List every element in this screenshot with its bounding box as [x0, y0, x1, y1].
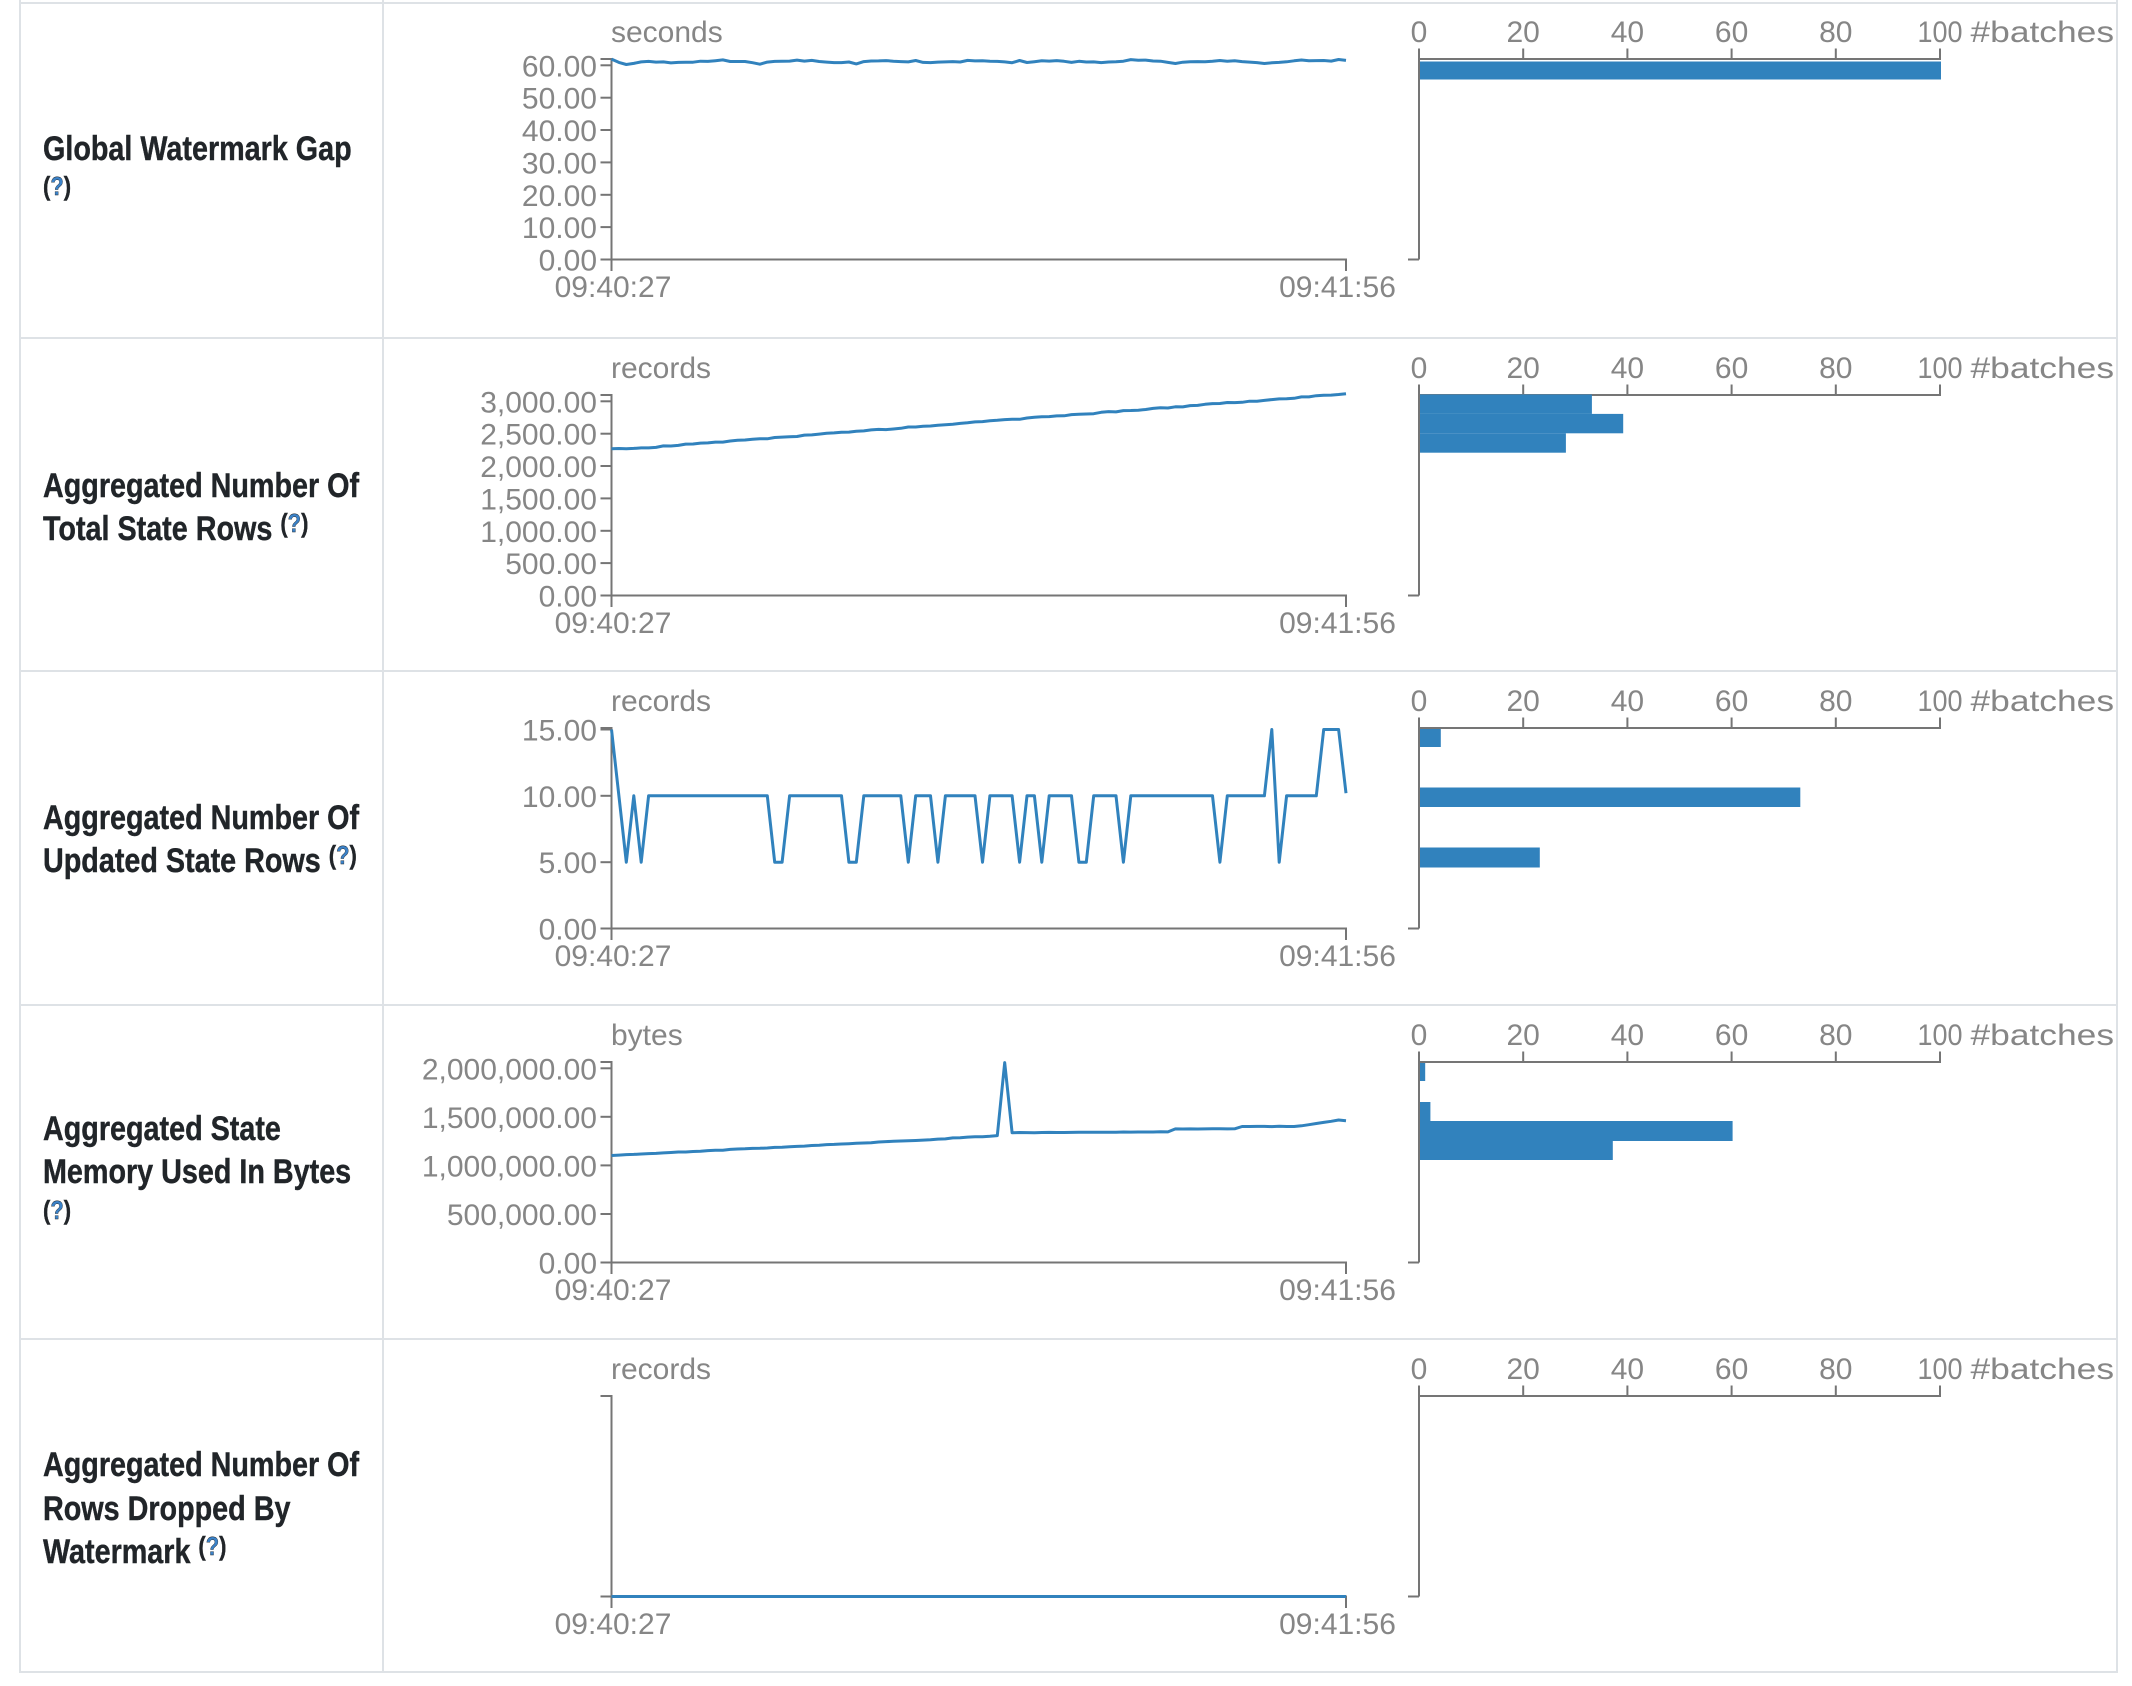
svg-text:20: 20: [1507, 352, 1540, 385]
svg-text:0.00: 0.00: [539, 245, 597, 278]
svg-text:0: 0: [1411, 685, 1428, 718]
svg-text:3,000.00: 3,000.00: [480, 386, 597, 419]
svg-text:100: 100: [1918, 352, 1963, 385]
svg-text:09:40:27: 09:40:27: [555, 1274, 672, 1307]
svg-text:5.00: 5.00: [539, 847, 597, 880]
svg-text:100: 100: [1918, 16, 1963, 49]
svg-text:40.00: 40.00: [522, 115, 597, 148]
svg-text:0: 0: [1411, 352, 1428, 385]
svg-text:30.00: 30.00: [522, 147, 597, 180]
svg-text:records: records: [611, 1353, 711, 1386]
svg-text:20: 20: [1507, 16, 1540, 49]
svg-text:100: 100: [1918, 1353, 1963, 1386]
svg-text:40: 40: [1611, 1019, 1644, 1052]
svg-text:0: 0: [1411, 16, 1428, 49]
svg-text:20: 20: [1507, 685, 1540, 718]
svg-text:09:41:56: 09:41:56: [1279, 940, 1396, 973]
svg-text:20.00: 20.00: [522, 180, 597, 213]
svg-text:80: 80: [1819, 16, 1852, 49]
svg-text:60: 60: [1715, 1353, 1748, 1386]
svg-text:09:40:27: 09:40:27: [555, 271, 672, 304]
svg-text:#batches: #batches: [1971, 1353, 2115, 1386]
svg-text:40: 40: [1611, 685, 1644, 718]
svg-text:09:41:56: 09:41:56: [1279, 1274, 1396, 1307]
svg-text:1,000.00: 1,000.00: [480, 516, 597, 549]
svg-text:09:41:56: 09:41:56: [1279, 271, 1396, 304]
svg-text:2,500.00: 2,500.00: [480, 419, 597, 452]
svg-text:0: 0: [1411, 1019, 1428, 1052]
svg-text:#batches: #batches: [1971, 16, 2115, 49]
svg-text:80: 80: [1819, 685, 1852, 718]
svg-text:09:40:27: 09:40:27: [555, 607, 672, 640]
svg-text:#batches: #batches: [1971, 685, 2115, 718]
svg-text:50.00: 50.00: [522, 83, 597, 116]
svg-text:0: 0: [1411, 1353, 1428, 1386]
svg-text:0.00: 0.00: [539, 581, 597, 614]
svg-text:records: records: [611, 685, 711, 718]
svg-text:60: 60: [1715, 685, 1748, 718]
svg-text:10.00: 10.00: [522, 212, 597, 245]
svg-text:60: 60: [1715, 352, 1748, 385]
svg-text:0.00: 0.00: [539, 914, 597, 947]
svg-text:15.00: 15.00: [522, 715, 597, 748]
svg-text:1,500.00: 1,500.00: [480, 483, 597, 516]
svg-text:20: 20: [1507, 1353, 1540, 1386]
svg-text:80: 80: [1819, 352, 1852, 385]
svg-text:2,000,000.00: 2,000,000.00: [422, 1053, 597, 1086]
svg-text:bytes: bytes: [611, 1019, 683, 1052]
svg-text:80: 80: [1819, 1019, 1852, 1052]
svg-text:#batches: #batches: [1971, 1019, 2115, 1052]
svg-text:40: 40: [1611, 16, 1644, 49]
svg-text:seconds: seconds: [611, 16, 723, 49]
svg-text:09:40:27: 09:40:27: [555, 1608, 672, 1641]
svg-text:60: 60: [1715, 1019, 1748, 1052]
svg-text:2,000.00: 2,000.00: [480, 451, 597, 484]
svg-text:40: 40: [1611, 1353, 1644, 1386]
svg-text:09:40:27: 09:40:27: [555, 940, 672, 973]
svg-text:09:41:56: 09:41:56: [1279, 1608, 1396, 1641]
svg-text:#batches: #batches: [1971, 352, 2115, 385]
svg-text:09:41:56: 09:41:56: [1279, 607, 1396, 640]
svg-text:80: 80: [1819, 1353, 1852, 1386]
svg-text:60: 60: [1715, 16, 1748, 49]
svg-text:40: 40: [1611, 352, 1644, 385]
svg-text:20: 20: [1507, 1019, 1540, 1052]
svg-text:1,000,000.00: 1,000,000.00: [422, 1150, 597, 1183]
svg-text:10.00: 10.00: [522, 781, 597, 814]
svg-text:records: records: [611, 352, 711, 385]
svg-text:100: 100: [1918, 1019, 1963, 1052]
svg-text:100: 100: [1918, 685, 1963, 718]
svg-text:60.00: 60.00: [522, 50, 597, 83]
svg-text:500.00: 500.00: [505, 548, 597, 581]
svg-text:500,000.00: 500,000.00: [447, 1199, 597, 1232]
svg-text:1,500,000.00: 1,500,000.00: [422, 1102, 597, 1135]
svg-text:0.00: 0.00: [539, 1248, 597, 1281]
